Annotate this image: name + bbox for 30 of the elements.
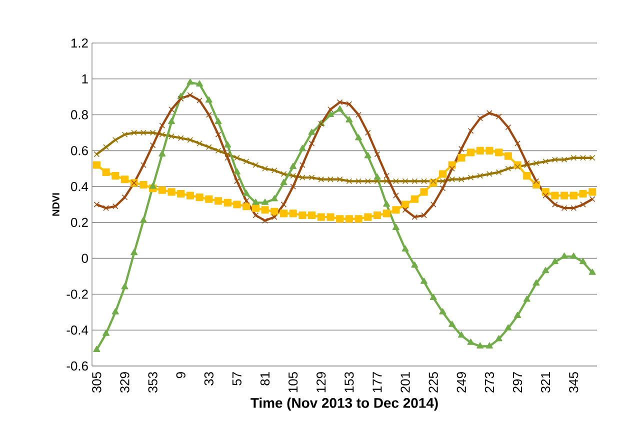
x-tick-label: 105 [288, 372, 298, 392]
x-tick-label: 153 [344, 372, 354, 392]
x-tick-label: 321 [540, 372, 550, 393]
x-tick-label: 297 [512, 372, 522, 392]
x-tick-label: 273 [484, 372, 494, 392]
x-tick-label: 177 [372, 372, 382, 392]
y-tick-label: -0.2 [66, 290, 88, 299]
y-tick-label: 0 [82, 254, 88, 263]
y-tick-label: 1.2 [71, 38, 88, 48]
x-tick-label: 305 [92, 372, 102, 393]
x-tick-label: 57 [232, 372, 242, 386]
x-tick-label: 201 [400, 372, 410, 392]
y-tick-label: -0.4 [66, 326, 88, 335]
y-axis-title: NDVI [52, 193, 60, 216]
x-tick-label: 81 [260, 372, 270, 386]
x-tick-label: 9 [176, 372, 186, 378]
x-tick-label: 33 [204, 372, 214, 386]
y-tick-label: 1 [82, 74, 88, 84]
x-tick-label: 353 [148, 372, 158, 393]
y-tick-label: 0.2 [70, 218, 88, 228]
x-tick-label: 345 [569, 372, 578, 393]
y-tick-label: 0.6 [70, 146, 88, 156]
x-tick-label: 249 [456, 372, 466, 392]
x-tick-label: 329 [120, 372, 130, 393]
x-tick-label: 129 [316, 372, 326, 392]
y-tick-label: 0.4 [70, 182, 88, 192]
y-tick-label: -0.6 [66, 361, 88, 371]
x-axis-title: Time (Nov 2013 to Dec 2014) [250, 398, 438, 411]
x-tick-label: 225 [428, 372, 438, 392]
y-tick-label: 0.8 [70, 110, 88, 120]
